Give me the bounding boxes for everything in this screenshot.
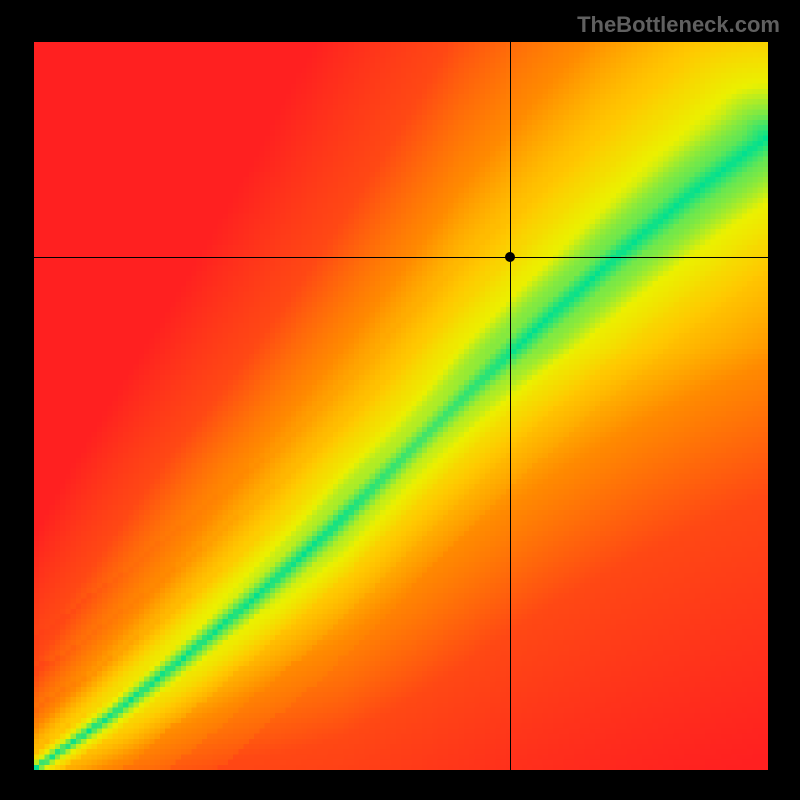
heatmap-canvas: [34, 42, 768, 770]
chart-container: TheBottleneck.com: [0, 0, 800, 800]
crosshair-vertical: [510, 42, 511, 770]
plot-area: [34, 42, 768, 770]
crosshair-horizontal: [34, 257, 768, 258]
marker-dot: [505, 252, 515, 262]
watermark-text: TheBottleneck.com: [577, 12, 780, 38]
